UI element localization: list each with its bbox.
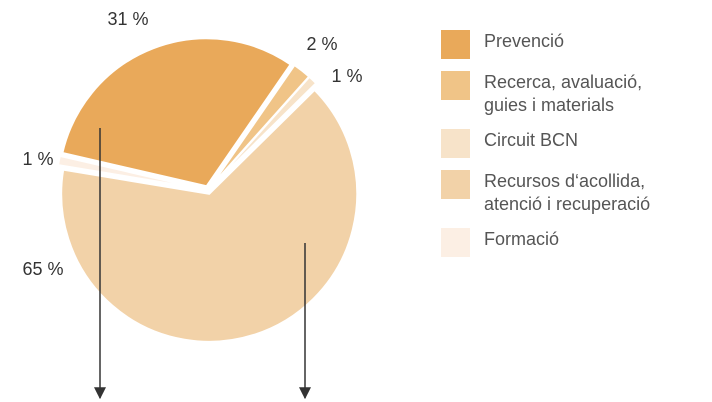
data-label: 65 %	[22, 259, 63, 279]
pie-slice	[60, 88, 359, 343]
legend-swatch	[441, 30, 470, 59]
legend-label: Recursos d‘acollida, atenció i recuperac…	[484, 171, 651, 214]
legend-swatch	[441, 228, 470, 257]
legend-item: Recerca, avaluació, guies i materials	[441, 71, 711, 117]
pie-slice	[210, 75, 318, 188]
legend-swatch	[441, 170, 470, 199]
legend-item: Circuit BCN	[441, 129, 711, 158]
data-label: 1 %	[331, 66, 362, 86]
data-label: 2 %	[306, 34, 337, 54]
legend-item: Prevenció	[441, 30, 711, 59]
legend-label: Recerca, avaluació, guies i materials	[484, 72, 643, 115]
legend: Prevenció Recerca, avaluació, guies i mat…	[441, 30, 711, 269]
data-label: 1 %	[22, 149, 53, 169]
legend-item: Formació	[441, 228, 711, 257]
legend-item: Recursos d‘acollida, atenció i recuperac…	[441, 170, 711, 216]
pie-slice	[61, 37, 292, 188]
legend-swatch	[441, 129, 470, 158]
legend-label: Prevenció	[484, 31, 565, 51]
legend-label: Circuit BCN	[484, 130, 579, 150]
pie-slice	[56, 154, 205, 191]
data-label: 31 %	[107, 9, 148, 29]
legend-label: Formació	[484, 229, 560, 249]
legend-swatch	[441, 71, 470, 100]
